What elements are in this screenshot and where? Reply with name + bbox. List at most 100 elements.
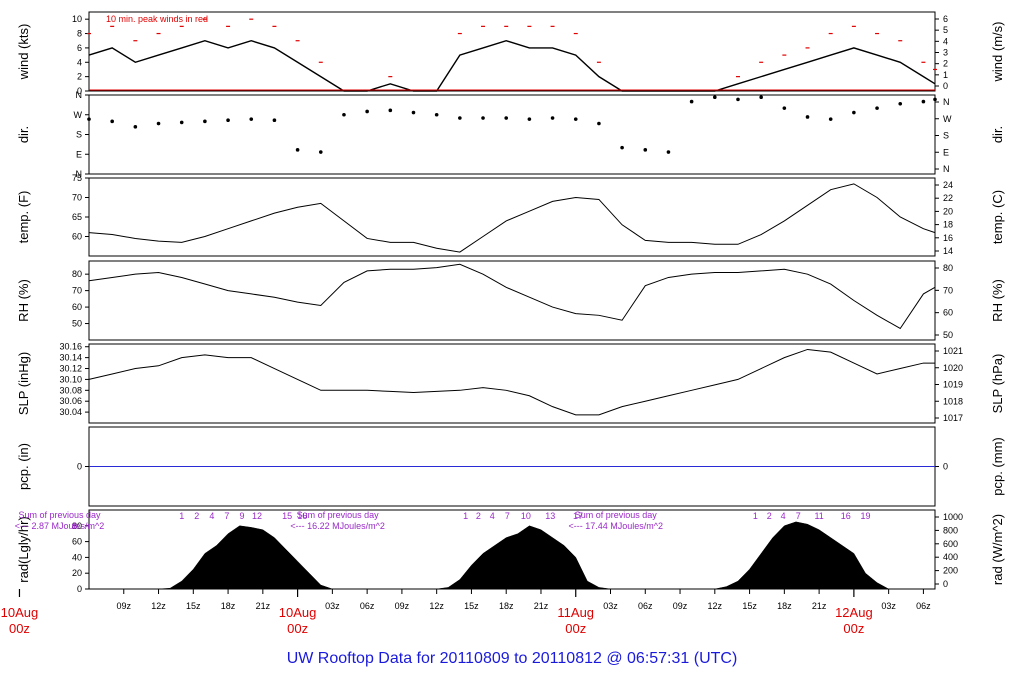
slp-left-tick-label: 30.16 bbox=[59, 342, 82, 352]
dir-left-tick-label: S bbox=[76, 130, 82, 140]
direction-point bbox=[458, 116, 462, 120]
direction-point bbox=[550, 116, 555, 120]
slp-left-label: SLP (inHg) bbox=[16, 352, 31, 415]
radiation-hour-label: 13 bbox=[545, 511, 555, 521]
radiation-hour-label: 2 bbox=[194, 511, 199, 521]
daily-sum-title: Sum of previous day bbox=[297, 510, 380, 520]
direction-point bbox=[434, 112, 439, 117]
rad-left-tick-label: 80 bbox=[72, 521, 82, 531]
radiation-hour-label: 12 bbox=[252, 511, 262, 521]
slp-right-tick-label: 1018 bbox=[943, 396, 963, 406]
radiation-hour-label: 9 bbox=[239, 511, 244, 521]
wind-left-tick-label: 8 bbox=[77, 29, 82, 39]
time-tick-label: 21z bbox=[812, 601, 827, 611]
temp-right-tick-label: 16 bbox=[943, 233, 953, 243]
time-tick-label: 12z bbox=[151, 601, 166, 611]
direction-point bbox=[805, 115, 810, 119]
radiation-hour-label: 2 bbox=[476, 511, 481, 521]
direction-point bbox=[666, 150, 671, 154]
direction-point bbox=[713, 95, 717, 99]
direction-point bbox=[133, 125, 138, 129]
temp-right-tick-label: 18 bbox=[943, 220, 953, 230]
daily-sum-title: Sum of previous day bbox=[575, 510, 658, 520]
rad-right-tick-label: 800 bbox=[943, 525, 958, 535]
daily-sum-title: Sum of previous day bbox=[18, 510, 101, 520]
time-tick-label: 15z bbox=[464, 601, 479, 611]
direction-point bbox=[921, 99, 926, 104]
slp-right-tick-label: 1020 bbox=[943, 363, 963, 373]
date-label-day: 12Aug bbox=[835, 605, 873, 620]
radiation-area bbox=[89, 521, 935, 590]
time-tick-label: 06z bbox=[360, 601, 375, 611]
dir-left-tick-label: N bbox=[76, 169, 83, 179]
rh-right-tick-label: 80 bbox=[943, 263, 953, 273]
dir-right-tick-label: E bbox=[943, 147, 949, 157]
radiation-hour-label: 2 bbox=[767, 511, 772, 521]
date-label-day: 11Aug bbox=[557, 605, 594, 620]
rad-right-tick-label: 600 bbox=[943, 539, 958, 549]
slp-left-tick-label: 30.14 bbox=[59, 353, 82, 363]
direction-point bbox=[828, 117, 833, 121]
direction-point bbox=[179, 120, 184, 125]
date-label-hour: 00z bbox=[9, 621, 30, 636]
rh-left-tick-label: 70 bbox=[72, 286, 82, 296]
wind-left-tick-label: 4 bbox=[77, 57, 82, 67]
time-tick-label: 09z bbox=[673, 601, 688, 611]
pcp-left-label: pcp. (in) bbox=[16, 443, 31, 490]
direction-point bbox=[342, 112, 346, 117]
direction-point bbox=[365, 109, 369, 114]
rad-left-tick-label: 0 bbox=[77, 584, 82, 594]
radiation-hour-label: 16 bbox=[297, 511, 307, 521]
wind-left-label: wind (kts) bbox=[16, 24, 31, 81]
direction-point bbox=[782, 106, 787, 110]
wind-left-tick-label: 6 bbox=[77, 43, 82, 53]
rh-right-label: RH (%) bbox=[990, 279, 1005, 322]
direction-point bbox=[203, 119, 207, 124]
rad-left-label: rad(Lgly/hr) bbox=[16, 516, 31, 582]
time-tick-label: 15z bbox=[186, 601, 201, 611]
direction-point bbox=[249, 117, 254, 121]
wind-right-tick-label: 1 bbox=[943, 70, 948, 80]
radiation-hour-label: 7 bbox=[505, 511, 510, 521]
time-tick-label: 21z bbox=[256, 601, 271, 611]
wind-right-tick-label: 4 bbox=[943, 36, 948, 46]
direction-point bbox=[898, 101, 903, 106]
dir-right-tick-label: N bbox=[943, 164, 950, 174]
date-label-hour: 00z bbox=[287, 621, 308, 636]
direction-point bbox=[272, 118, 277, 123]
rad-right-label: rad (W/m^2) bbox=[990, 514, 1005, 585]
time-tick-label: 18z bbox=[777, 601, 792, 611]
temp-right-tick-label: 24 bbox=[943, 180, 953, 190]
rh-series-line bbox=[88, 263, 936, 330]
wind-left-tick-label: 0 bbox=[77, 86, 82, 96]
dir-left-tick-label: W bbox=[74, 110, 83, 120]
rh-right-tick-label: 60 bbox=[943, 308, 953, 318]
date-label-hour: 00z bbox=[565, 621, 586, 636]
direction-point bbox=[527, 117, 532, 121]
slp-left-tick-label: 30.04 bbox=[59, 407, 82, 417]
temp-right-tick-label: 20 bbox=[943, 206, 953, 216]
chart-title: UW Rooftop Data for 20110809 to 20110812… bbox=[286, 650, 738, 667]
slp-series-line bbox=[88, 348, 935, 416]
rh-left-label: RH (%) bbox=[16, 279, 31, 322]
direction-point bbox=[156, 121, 161, 126]
radiation-hour-label: 11 bbox=[814, 511, 823, 521]
direction-point bbox=[643, 148, 648, 152]
pcp-left-tick-label: 0 bbox=[77, 462, 82, 472]
dir-left-tick-label: E bbox=[76, 149, 82, 159]
temp-right-tick-label: 22 bbox=[943, 193, 953, 203]
temp-left-tick-label: 75 bbox=[72, 173, 82, 183]
radiation-hour-label: 19 bbox=[860, 511, 870, 521]
slp-right-tick-label: 1017 bbox=[943, 413, 963, 423]
direction-point bbox=[110, 119, 114, 124]
time-tick-label: 06z bbox=[638, 601, 653, 611]
time-tick-label: 15z bbox=[742, 601, 757, 611]
time-tick-label: 18z bbox=[499, 601, 514, 611]
wind-right-tick-label: 0 bbox=[943, 81, 948, 91]
time-tick-label: 18z bbox=[221, 601, 236, 611]
direction-point bbox=[875, 106, 879, 110]
radiation-hour-label: 4 bbox=[209, 511, 214, 521]
direction-point bbox=[504, 116, 509, 120]
direction-point bbox=[573, 117, 578, 121]
radiation-hour-label: 1 bbox=[753, 511, 758, 521]
